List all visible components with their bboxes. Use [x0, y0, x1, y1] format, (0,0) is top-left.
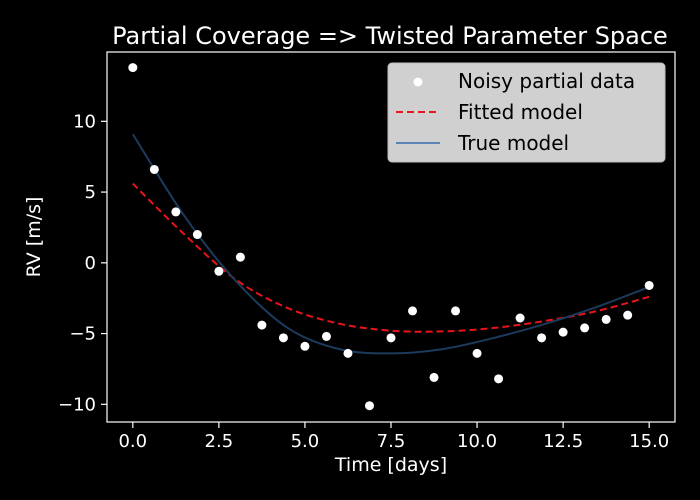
x-axis: 0.0 2.5 5.0 7.5 10.0 12.5 15.0 [118, 422, 669, 452]
data-point [580, 323, 590, 333]
y-tick-label: 5 [85, 182, 96, 203]
data-point [192, 230, 202, 240]
chart-title: Partial Coverage => Twisted Parameter Sp… [112, 22, 668, 50]
y-tick-label: −5 [69, 324, 96, 345]
data-point [472, 348, 482, 358]
data-point [257, 320, 267, 330]
x-tick-label: 5.0 [291, 431, 320, 452]
data-point [515, 313, 525, 323]
data-point [214, 266, 224, 276]
legend-label-fitted-model: Fitted model [458, 100, 583, 124]
x-tick-label: 2.5 [205, 431, 234, 452]
data-point [408, 306, 418, 316]
fitted-model-line [132, 182, 650, 333]
data-point [386, 333, 396, 343]
true-model-line [131, 133, 650, 355]
x-tick-label: 12.5 [543, 431, 583, 452]
data-point [171, 207, 181, 217]
y-tick-label: 10 [73, 111, 96, 132]
y-tick-label: −10 [58, 394, 96, 415]
data-point [128, 63, 138, 73]
data-point [558, 327, 568, 337]
data-point [235, 252, 245, 262]
legend-box [387, 62, 666, 163]
data-point [537, 333, 547, 343]
legend-marker-noisy-data [413, 77, 423, 87]
data-point [451, 306, 461, 316]
legend-label-noisy-data: Noisy partial data [458, 69, 635, 93]
data-point [429, 372, 439, 382]
data-point [494, 374, 504, 384]
x-tick-label: 7.5 [377, 431, 406, 452]
y-tick-label: 0 [85, 253, 96, 274]
data-point [300, 341, 310, 351]
data-point [644, 280, 654, 290]
x-tick-label: 0.0 [118, 431, 147, 452]
x-tick-label: 10.0 [457, 431, 497, 452]
data-point [278, 333, 288, 343]
data-point [149, 164, 159, 174]
data-point [364, 401, 374, 411]
data-point [321, 331, 331, 341]
data-point [623, 310, 633, 320]
data-point [601, 314, 611, 324]
legend: Noisy partial data Fitted model True mod… [387, 62, 666, 163]
series-layer [128, 63, 654, 411]
x-tick-label: 15.0 [629, 431, 669, 452]
y-axis: −10 −5 0 5 10 [58, 111, 107, 415]
x-axis-label: Time [days] [334, 454, 447, 476]
y-axis-label: RV [m/s] [23, 197, 45, 278]
legend-label-true-model: True model [457, 131, 569, 155]
data-point [343, 348, 353, 358]
